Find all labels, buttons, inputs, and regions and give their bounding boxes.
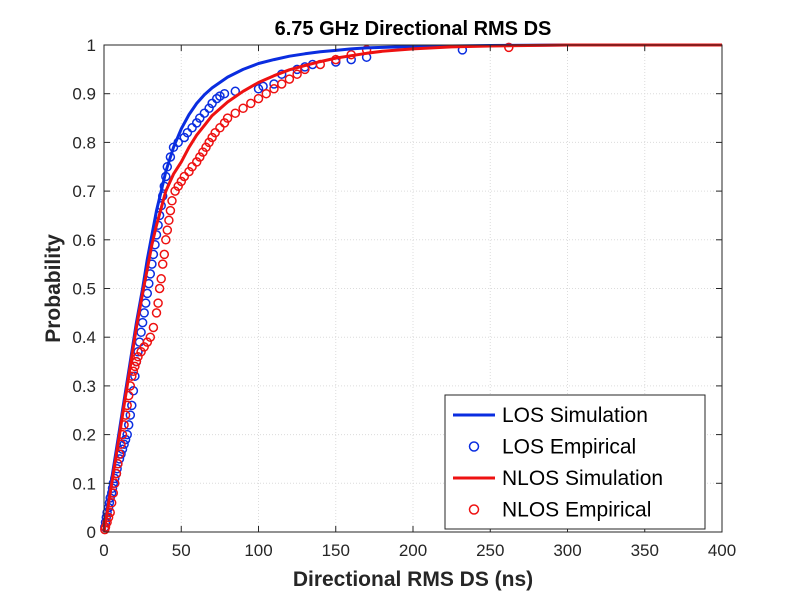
chart-title: 6.75 GHz Directional RMS DS <box>275 18 552 40</box>
y-tick-label: 0.1 <box>72 474 96 493</box>
y-tick-label: 0.6 <box>72 231 96 250</box>
data-point <box>204 137 214 148</box>
y-tick-label: 1 <box>87 36 96 55</box>
data-point <box>153 298 163 308</box>
x-tick-label: 400 <box>708 541 736 560</box>
y-tick-label: 0.4 <box>72 328 96 347</box>
y-tick-label: 0.2 <box>72 426 96 445</box>
data-point <box>154 283 165 294</box>
data-point <box>504 42 514 53</box>
data-point <box>292 69 302 79</box>
data-point <box>127 400 137 411</box>
data-point <box>123 420 134 430</box>
legend-label: LOS Empirical <box>502 436 636 459</box>
data-point <box>195 152 205 162</box>
data-point <box>253 84 264 94</box>
data-point <box>173 181 183 191</box>
data-point <box>199 108 210 118</box>
data-point <box>198 147 208 157</box>
data-point <box>261 88 271 99</box>
y-tick-label: 0.7 <box>72 182 96 201</box>
data-point <box>156 274 166 284</box>
data-point <box>215 91 225 101</box>
data-point <box>176 176 187 187</box>
legend-label: NLOS Simulation <box>502 467 663 490</box>
data-point <box>182 127 193 138</box>
data-point <box>284 74 295 84</box>
x-tick-label: 150 <box>322 541 350 560</box>
series-layer <box>100 42 722 535</box>
data-point <box>222 113 233 123</box>
data-point <box>162 225 173 235</box>
legend-label: LOS Simulation <box>502 404 648 427</box>
data-point <box>145 332 156 342</box>
data-point <box>136 347 146 357</box>
data-point <box>164 215 174 226</box>
data-point <box>179 132 190 143</box>
legend-box <box>444 394 706 530</box>
data-point <box>219 88 230 99</box>
y-tick-label: 0.5 <box>72 280 96 299</box>
data-point <box>122 429 132 440</box>
x-tick-label: 100 <box>244 541 272 560</box>
legend-marker-swatch <box>468 504 480 515</box>
data-point <box>201 142 211 153</box>
x-tick-label: 300 <box>553 541 581 560</box>
data-point <box>139 342 149 352</box>
data-point <box>276 79 287 89</box>
data-point <box>130 371 140 381</box>
data-point <box>253 93 264 104</box>
x-tick-label: 0 <box>99 541 108 560</box>
data-point <box>204 103 214 114</box>
series-line <box>102 43 722 533</box>
data-point <box>170 186 180 196</box>
x-tick-label: 50 <box>172 541 191 560</box>
data-point <box>133 351 143 362</box>
data-point <box>161 235 171 245</box>
data-point <box>207 98 217 109</box>
data-point <box>219 118 230 128</box>
data-point <box>210 127 220 138</box>
data-point <box>159 249 170 260</box>
x-tick-label: 200 <box>399 541 427 560</box>
data-point <box>191 157 202 167</box>
data-point <box>125 410 136 420</box>
data-point <box>238 103 248 114</box>
x-tick-label: 350 <box>631 541 659 560</box>
data-point <box>119 439 129 450</box>
axis-ticks: 0 50 100 150 200 250 300 350 400 0 0.1 0.2 0.3 0.4 0.5… <box>72 36 736 560</box>
data-point <box>269 84 279 94</box>
data-point <box>148 322 159 333</box>
data-point <box>128 386 139 396</box>
data-point <box>151 308 162 318</box>
data-point <box>179 171 190 182</box>
data-point <box>165 205 176 216</box>
legend: LOS Simulation LOS Empirical NLOS Simulati… <box>444 394 706 530</box>
legend-marker-swatch <box>468 441 480 452</box>
y-axis-label: Probability <box>42 234 65 343</box>
y-tick-label: 0 <box>87 523 96 542</box>
data-point <box>142 337 153 347</box>
data-point <box>157 259 168 269</box>
y-tick-label: 0.8 <box>72 133 96 152</box>
data-point <box>230 108 241 118</box>
y-tick-label: 0.9 <box>72 85 96 104</box>
data-point <box>167 196 177 206</box>
series-nlos-simulation <box>102 43 722 533</box>
data-point <box>191 118 202 128</box>
y-tick-label: 0.3 <box>72 377 96 396</box>
legend-label: NLOS Empirical <box>502 499 651 522</box>
data-point <box>207 132 217 143</box>
x-axis-label: Directional RMS DS (ns) <box>293 568 533 591</box>
data-point <box>246 98 256 109</box>
x-tick-label: 250 <box>476 541 504 560</box>
data-point <box>184 166 194 177</box>
